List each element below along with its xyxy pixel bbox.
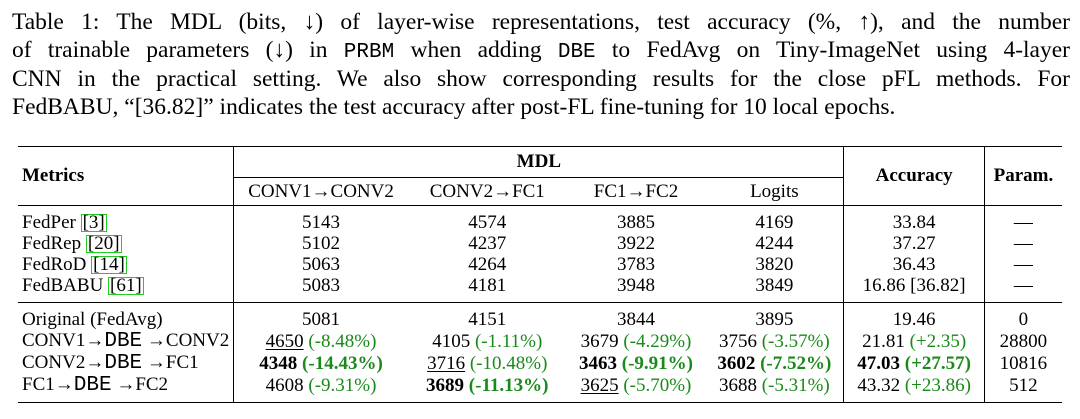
method-name: Original (FedAvg) (22, 309, 163, 330)
table-caption: Table 1: The MDL (bits, ↓) of layer-wise… (12, 9, 1070, 121)
header-mdl: MDL (233, 147, 844, 178)
header-accuracy: Accuracy (843, 147, 985, 206)
table-row: FC1→DBE →FC2 4608 (-9.31%) 3689 (-11.13%… (18, 374, 1062, 396)
citation-link[interactable]: [14] (91, 254, 127, 275)
method-name: CONV1→DBE →CONV2 (22, 330, 230, 353)
caption-line-3: CNN in the practical setting. We also sh… (12, 66, 1070, 92)
header-param: Param. (983, 147, 1062, 206)
header-mdl-conv1-conv2: CONV1→CONV2 (233, 177, 408, 206)
caption-line-1: Table 1: The MDL (bits, ↓) of layer-wise… (12, 9, 1070, 35)
results-table: Metrics MDL Accuracy Param. CONV1→CONV2 … (18, 146, 1062, 403)
method-name: CONV2→DBE →FC1 (22, 352, 199, 375)
table-row: FedPer [3] 5143 4574 3885 4169 33.84 — (18, 212, 1062, 233)
method-name: FedBABU [61] (22, 275, 144, 296)
table-row: Original (FedAvg) 5081 4151 3844 3895 19… (18, 309, 1062, 330)
header-mdl-logits: Logits (705, 177, 844, 206)
header-mdl-conv2-fc1: CONV2→FC1 (407, 177, 567, 206)
citation-link[interactable]: [3] (80, 212, 107, 233)
header-mdl-fc1-fc2: FC1→FC2 (566, 177, 706, 206)
citation-link[interactable]: [61] (108, 275, 144, 296)
table-row: FedBABU [61] 5083 4181 3948 3849 16.86 [… (18, 275, 1062, 296)
method-name: FC1→DBE →FC2 (22, 374, 169, 397)
citation-link[interactable]: [20] (85, 233, 122, 254)
method-name: FedRep [20] (22, 233, 122, 254)
caption-line-4: FedBABU, “[36.82]” indicates the test ac… (12, 93, 896, 120)
header-metrics: Metrics (22, 165, 85, 186)
method-name: FedRoD [14] (22, 254, 127, 275)
table-row: FedRoD [14] 5063 4264 3783 3820 36.43 — (18, 254, 1062, 275)
table-row: CONV1→DBE →CONV2 4650 (-8.48%) 4105 (-1.… (18, 330, 1062, 352)
table-row: CONV2→DBE →FC1 4348 (-14.43%) 3716 (-10.… (18, 352, 1062, 374)
method-name: FedPer [3] (22, 212, 107, 233)
table-row: FedRep [20] 5102 4237 3922 4244 37.27 — (18, 233, 1062, 254)
caption-line-2: of trainable parameters (↓) in PRBM when… (12, 36, 1070, 64)
